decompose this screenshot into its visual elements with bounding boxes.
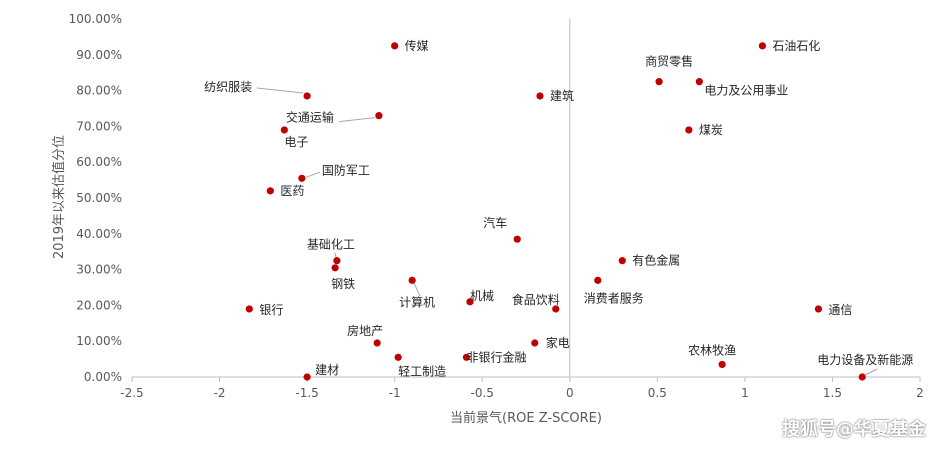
data-point	[280, 126, 288, 134]
y-tick-label: 50.00%	[76, 191, 122, 205]
data-point	[695, 78, 703, 86]
x-tick-label: 0.5	[648, 386, 667, 400]
data-points	[245, 42, 866, 381]
point-label: 纺织服装	[204, 80, 252, 94]
y-tick-label: 20.00%	[76, 298, 122, 312]
point-label: 商贸零售	[645, 54, 693, 69]
x-tick-label: 2	[916, 386, 924, 400]
data-point	[391, 42, 399, 50]
data-point	[333, 257, 341, 265]
point-label: 通信	[828, 303, 852, 317]
data-point	[758, 42, 767, 50]
point-label: 电子	[284, 135, 308, 149]
data-point	[513, 235, 521, 243]
leader-line	[257, 87, 304, 94]
point-label: 钢铁	[331, 277, 355, 291]
point-label: 电力及公用事业	[704, 84, 788, 98]
data-point	[331, 264, 339, 272]
data-point	[394, 353, 402, 361]
axes: -2.5 -2 -1.5 -1 -0.5 0 0.5 1 1.5 20.00%10.00%20.0…	[69, 12, 924, 400]
x-tick-label: -2.5	[120, 386, 143, 400]
point-label: 机械	[470, 288, 494, 303]
point-label: 医药	[280, 184, 304, 198]
point-label: 消费者服务	[584, 290, 644, 305]
point-label: 交通运输	[286, 110, 334, 125]
data-point	[531, 339, 539, 347]
data-point	[462, 353, 471, 361]
point-label: 农林牧渔	[688, 343, 736, 357]
x-tick-label: -1.5	[295, 386, 318, 400]
data-point	[552, 305, 560, 313]
data-point	[303, 373, 311, 381]
leader-line	[338, 117, 375, 123]
point-label: 房地产	[347, 323, 383, 338]
data-point	[298, 174, 306, 182]
y-tick-label: 0.00%	[84, 370, 122, 384]
point-label: 煤炭	[699, 123, 723, 137]
data-point	[408, 276, 416, 284]
point-label: 有色金属	[632, 253, 680, 268]
point-label: 家电	[546, 335, 570, 350]
data-point	[466, 298, 474, 306]
data-point	[858, 373, 866, 381]
watermark: 搜狐号@华夏基金	[782, 419, 926, 440]
leader-line	[413, 283, 421, 297]
point-label: 建筑	[550, 88, 574, 103]
leader-line	[305, 171, 321, 178]
data-point	[375, 112, 383, 120]
point-label: 轻工制造	[398, 364, 446, 378]
point-label: 建材	[315, 363, 339, 377]
y-tick-label: 70.00%	[76, 119, 122, 133]
point-label: 传媒	[405, 38, 429, 53]
point-label: 计算机	[399, 294, 435, 309]
data-point	[373, 339, 381, 347]
data-point	[718, 360, 726, 369]
x-tick-label: -1	[389, 386, 401, 400]
y-axis-title: 2019年以来估值分位	[51, 135, 67, 259]
data-point	[303, 92, 311, 100]
x-tick-label: -2	[214, 386, 226, 400]
x-tick-label: 0	[566, 386, 574, 400]
data-point	[536, 92, 544, 100]
point-label: 非银行金融	[466, 349, 526, 364]
leader-line	[864, 368, 878, 376]
data-point	[685, 126, 693, 134]
y-tick-label: 40.00%	[76, 227, 122, 241]
data-point	[266, 187, 274, 195]
point-label: 食品饮料	[512, 292, 560, 307]
y-tick-label: 100.00%	[69, 12, 122, 26]
leader-lines	[257, 87, 878, 376]
data-point	[594, 276, 602, 284]
point-label: 国防军工	[322, 162, 370, 177]
y-tick-label: 80.00%	[76, 84, 122, 98]
point-label: 基础化工	[307, 238, 355, 252]
data-point	[618, 257, 626, 265]
data-point	[655, 78, 663, 86]
point-label: 电力设备及新能源	[817, 352, 913, 367]
y-tick-label: 60.00%	[76, 155, 122, 169]
point-label: 汽车	[483, 215, 507, 230]
x-tick-label: 1.5	[823, 386, 842, 400]
x-axis-title: 当前景气(ROE Z-SCORE)	[450, 410, 602, 426]
data-point	[814, 305, 823, 313]
y-tick-label: 90.00%	[76, 48, 122, 62]
y-tick-label: 30.00%	[76, 263, 122, 277]
data-point	[245, 305, 253, 313]
point-label: 石油石化	[772, 39, 820, 53]
point-label: 银行	[259, 303, 283, 317]
x-tick-label: 1	[741, 386, 749, 400]
x-tick-label: -0.5	[471, 386, 494, 400]
y-tick-label: 10.00%	[76, 334, 122, 348]
